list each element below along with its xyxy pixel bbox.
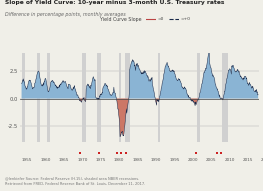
Bar [37,53,40,142]
Bar [222,53,228,142]
Text: 1980: 1980 [114,158,124,162]
Bar [47,53,50,142]
Text: =0: =0 [157,17,164,21]
Text: 1960: 1960 [40,158,51,162]
Text: 1955: 1955 [22,158,32,162]
Text: 2020: 2020 [261,158,263,162]
Text: Yield Curve Slope: Yield Curve Slope [100,17,141,22]
Text: 1975: 1975 [95,158,106,162]
Text: 2005: 2005 [206,158,216,162]
Text: 2010: 2010 [224,158,235,162]
Text: 2015: 2015 [243,158,253,162]
Text: 1995: 1995 [169,158,180,162]
Text: 1970: 1970 [77,158,88,162]
Bar [97,53,102,142]
Bar [197,53,200,142]
Bar [82,53,86,142]
Text: =+0: =+0 [180,17,190,21]
Text: 1965: 1965 [59,158,69,162]
Bar [22,53,25,142]
Text: 2000: 2000 [188,158,198,162]
Text: @lenkiefer Source: Federal Reserve (H.15), shaded area NBER recessions.
Retrieve: @lenkiefer Source: Federal Reserve (H.15… [5,177,145,186]
Bar [125,53,130,142]
Text: 1985: 1985 [132,158,143,162]
Bar [119,53,121,142]
Bar [158,53,160,142]
Text: 1990: 1990 [151,158,161,162]
Text: Slope of Yield Curve: 10-year minus 3-month U.S. Treasury rates: Slope of Yield Curve: 10-year minus 3-mo… [5,0,225,5]
Text: Difference in percentage points, monthly averages: Difference in percentage points, monthly… [5,12,126,17]
